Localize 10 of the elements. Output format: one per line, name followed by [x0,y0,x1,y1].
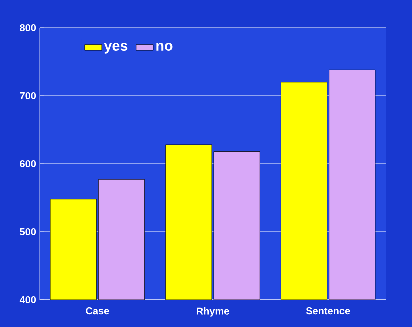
y-tick-label: 400 [20,296,36,304]
x-tick-label: Case [86,308,110,315]
x-tick-label: Rhyme [197,308,230,317]
legend-label: no [156,43,173,51]
legend-label: yes [104,43,128,54]
y-tick-label: 700 [20,92,36,100]
y-tick-label: 600 [20,160,36,168]
y-tick-label: 500 [20,228,36,236]
x-tick-label: Sentence [306,308,350,315]
y-tick-label: 800 [20,24,36,32]
